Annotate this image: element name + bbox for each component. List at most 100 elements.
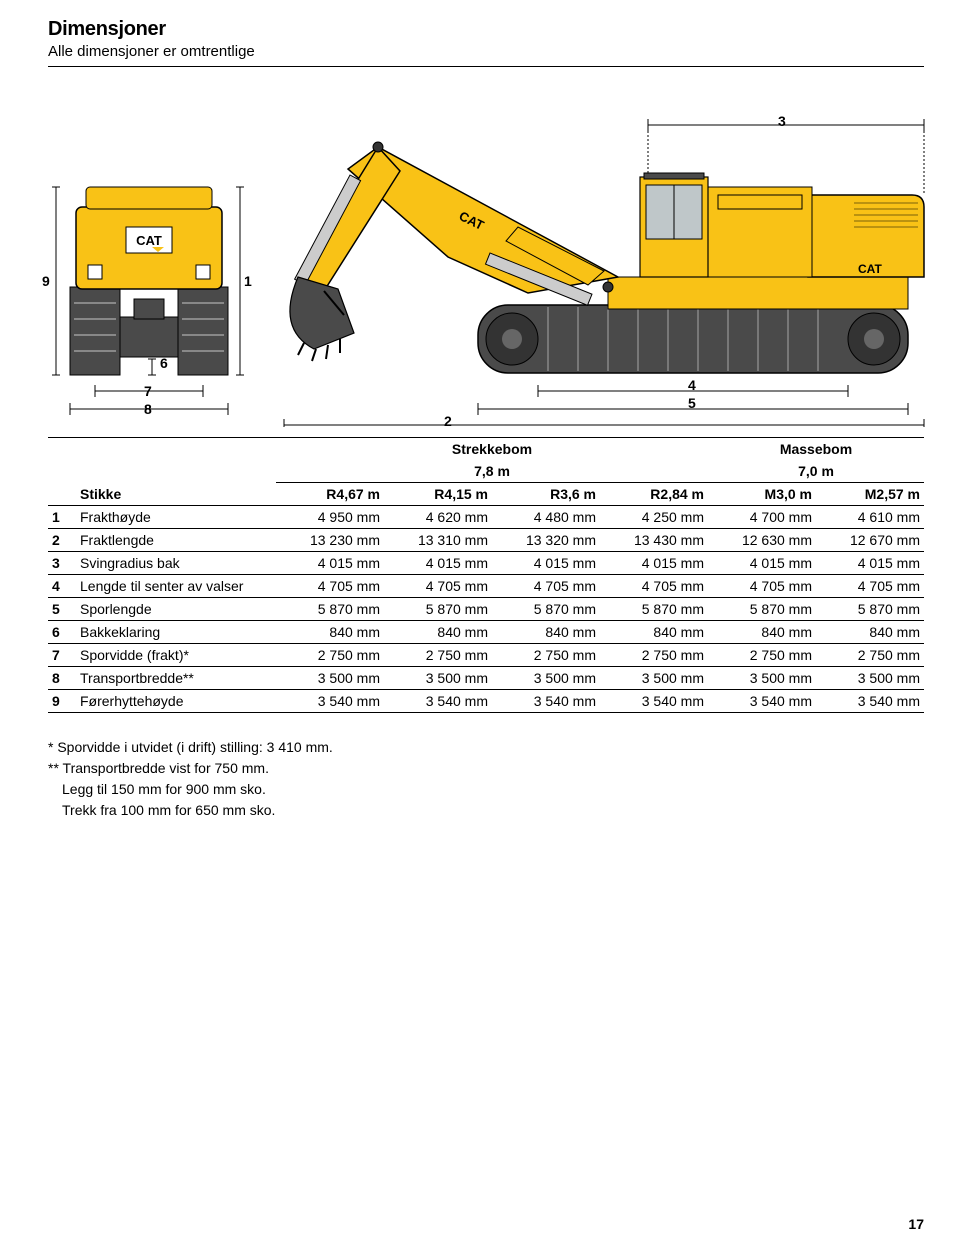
- row-value: 4 015 mm: [492, 552, 600, 575]
- col-1: R4,15 m: [384, 483, 492, 506]
- table-group-subheader-row: 7,8 m 7,0 m: [48, 460, 924, 483]
- row-value: 13 320 mm: [492, 529, 600, 552]
- row-number: 6: [48, 621, 76, 644]
- row-value: 3 500 mm: [708, 667, 816, 690]
- row-value: 2 750 mm: [600, 644, 708, 667]
- row-value: 840 mm: [492, 621, 600, 644]
- row-value: 3 540 mm: [600, 690, 708, 713]
- row-value: 4 700 mm: [708, 506, 816, 529]
- table-row: 8Transportbredde**3 500 mm3 500 mm3 500 …: [48, 667, 924, 690]
- row-value: 840 mm: [816, 621, 924, 644]
- dim-label-6: 6: [160, 355, 168, 371]
- row-value: 4 705 mm: [276, 575, 384, 598]
- dimensions-table: Strekkebom Massebom 7,8 m 7,0 m Stikke R…: [48, 437, 924, 713]
- row-value: 4 620 mm: [384, 506, 492, 529]
- row-value: 12 670 mm: [816, 529, 924, 552]
- row-value: 3 500 mm: [816, 667, 924, 690]
- horizontal-rule: [48, 66, 924, 67]
- row-value: 4 015 mm: [816, 552, 924, 575]
- svg-text:CAT: CAT: [858, 262, 882, 276]
- row-value: 3 540 mm: [384, 690, 492, 713]
- row-value: 3 540 mm: [276, 690, 384, 713]
- dim-label-5: 5: [688, 395, 696, 411]
- col-4: M3,0 m: [708, 483, 816, 506]
- title-block: Dimensjoner Alle dimensjoner er omtrentl…: [48, 18, 924, 67]
- dim-label-1: 1: [244, 273, 252, 289]
- row-label: Svingradius bak: [76, 552, 276, 575]
- row-label: Sporlengde: [76, 598, 276, 621]
- row-number: 3: [48, 552, 76, 575]
- table-row: 4Lengde til senter av valser4 705 mm4 70…: [48, 575, 924, 598]
- row-number: 4: [48, 575, 76, 598]
- row-value: 4 705 mm: [708, 575, 816, 598]
- row-number: 1: [48, 506, 76, 529]
- dimensions-table-container: Strekkebom Massebom 7,8 m 7,0 m Stikke R…: [48, 437, 924, 713]
- svg-text:CAT: CAT: [136, 233, 162, 248]
- row-value: 4 480 mm: [492, 506, 600, 529]
- row-value: 13 430 mm: [600, 529, 708, 552]
- row-value: 840 mm: [600, 621, 708, 644]
- row-value: 2 750 mm: [384, 644, 492, 667]
- row-label: Førerhyttehøyde: [76, 690, 276, 713]
- footnote-4: Trekk fra 100 mm for 650 mm sko.: [48, 800, 924, 821]
- row-value: 5 870 mm: [384, 598, 492, 621]
- table-row: 9Førerhyttehøyde3 540 mm3 540 mm3 540 mm…: [48, 690, 924, 713]
- row-value: 2 750 mm: [492, 644, 600, 667]
- row-value: 3 500 mm: [276, 667, 384, 690]
- row-value: 5 870 mm: [708, 598, 816, 621]
- row-number: 2: [48, 529, 76, 552]
- row-number: 9: [48, 690, 76, 713]
- row-value: 4 015 mm: [708, 552, 816, 575]
- row-number: 5: [48, 598, 76, 621]
- excavator-diagram: CAT: [48, 77, 924, 427]
- side-view: CAT CAT: [290, 142, 924, 373]
- row-value: 4 250 mm: [600, 506, 708, 529]
- col-2: R3,6 m: [492, 483, 600, 506]
- row-value: 4 705 mm: [816, 575, 924, 598]
- page-number: 17: [908, 1216, 924, 1232]
- table-row: 7Sporvidde (frakt)*2 750 mm2 750 mm2 750…: [48, 644, 924, 667]
- col-3: R2,84 m: [600, 483, 708, 506]
- table-row: 6Bakkeklaring840 mm840 mm840 mm840 mm840…: [48, 621, 924, 644]
- row-value: 5 870 mm: [816, 598, 924, 621]
- row-value: 3 540 mm: [708, 690, 816, 713]
- table-row: 5Sporlengde5 870 mm5 870 mm5 870 mm5 870…: [48, 598, 924, 621]
- row-value: 5 870 mm: [600, 598, 708, 621]
- row-value: 3 500 mm: [492, 667, 600, 690]
- row-value: 4 015 mm: [276, 552, 384, 575]
- row-number: 7: [48, 644, 76, 667]
- row-value: 4 705 mm: [384, 575, 492, 598]
- group-masse: Massebom: [708, 438, 924, 461]
- row-label: Lengde til senter av valser: [76, 575, 276, 598]
- footnote-2: ** Transportbredde vist for 750 mm.: [48, 758, 924, 779]
- row-value: 840 mm: [384, 621, 492, 644]
- group-masse-val: 7,0 m: [708, 460, 924, 483]
- row-value: 4 705 mm: [600, 575, 708, 598]
- footnote-1: * Sporvidde i utvidet (i drift) stilling…: [48, 737, 924, 758]
- row-value: 5 870 mm: [276, 598, 384, 621]
- row-value: 2 750 mm: [708, 644, 816, 667]
- table-column-header-row: Stikke R4,67 m R4,15 m R3,6 m R2,84 m M3…: [48, 483, 924, 506]
- row-value: 2 750 mm: [276, 644, 384, 667]
- row-label: Bakkeklaring: [76, 621, 276, 644]
- row-value: 2 750 mm: [816, 644, 924, 667]
- row-value: 3 500 mm: [384, 667, 492, 690]
- group-strekke-val: 7,8 m: [276, 460, 708, 483]
- dim-label-3: 3: [778, 113, 786, 129]
- stikke-label: Stikke: [76, 483, 276, 506]
- group-strekke: Strekkebom: [276, 438, 708, 461]
- rear-view: CAT: [70, 187, 228, 375]
- row-value: 840 mm: [276, 621, 384, 644]
- table-row: 3Svingradius bak4 015 mm4 015 mm4 015 mm…: [48, 552, 924, 575]
- row-label: Frakthøyde: [76, 506, 276, 529]
- page-title: Dimensjoner: [48, 18, 924, 41]
- row-label: Transportbredde**: [76, 667, 276, 690]
- dim-label-8: 8: [144, 401, 152, 417]
- footnote-3: Legg til 150 mm for 900 mm sko.: [48, 779, 924, 800]
- row-value: 5 870 mm: [492, 598, 600, 621]
- row-value: 4 950 mm: [276, 506, 384, 529]
- dim-label-4: 4: [688, 377, 696, 393]
- diagram-svg: CAT: [48, 77, 928, 427]
- row-value: 4 705 mm: [492, 575, 600, 598]
- dim-label-7: 7: [144, 383, 152, 399]
